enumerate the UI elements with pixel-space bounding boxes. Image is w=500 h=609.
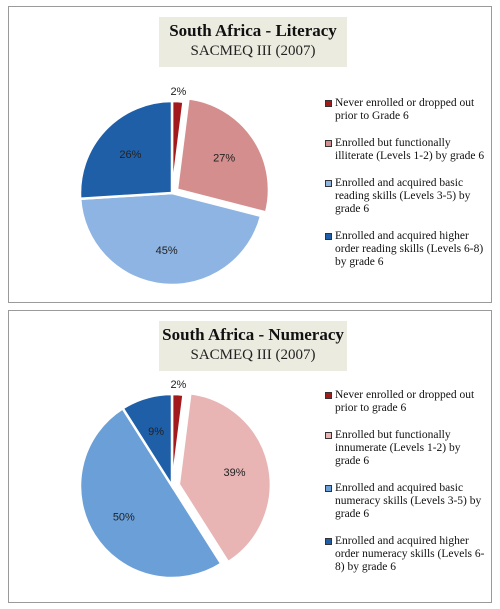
slice-percent-label: 50% <box>113 512 135 524</box>
legend-item: Enrolled and acquired higher order readi… <box>325 230 487 269</box>
legend-swatch <box>325 233 332 240</box>
slice-basic-skills <box>78 191 263 287</box>
slice-percent-label: 2% <box>170 379 186 391</box>
slice-basic-skills <box>78 406 224 580</box>
legend-item: Enrolled and acquired basic reading skil… <box>325 177 487 216</box>
legend-label: Enrolled but functionally innumerate (Le… <box>335 429 461 467</box>
numeracy-chart-panel: South Africa - Numeracy SACMEQ III (2007… <box>8 310 492 603</box>
legend-swatch <box>325 100 332 107</box>
slice-higher-order-skills <box>78 99 174 201</box>
numeracy-pie-chart: 2% 39% 50% 9% <box>78 379 273 580</box>
legend-label: Enrolled and acquired basic numeracy ski… <box>335 482 482 520</box>
slice-higher-order-skills <box>120 392 174 491</box>
literacy-chart-panel: South Africa - Literacy SACMEQ III (2007… <box>8 6 492 303</box>
legend-label: Enrolled and acquired higher order readi… <box>335 230 484 268</box>
legend-swatch <box>325 538 332 545</box>
legend-item: Enrolled and acquired basic numeracy ski… <box>325 482 487 521</box>
legend-swatch <box>325 392 332 399</box>
legend-label: Enrolled but functionally illiterate (Le… <box>335 137 485 162</box>
slice-functionally-limited <box>177 391 273 564</box>
slice-percent-label: 39% <box>223 467 245 479</box>
legend-item: Never enrolled or dropped out prior to g… <box>325 389 487 415</box>
slice-percent-label: 27% <box>213 153 235 165</box>
legend-item: Enrolled but functionally innumerate (Le… <box>325 429 487 468</box>
numeracy-title-box: South Africa - Numeracy SACMEQ III (2007… <box>159 321 347 371</box>
literacy-legend: Never enrolled or dropped out prior to G… <box>325 97 487 283</box>
numeracy-legend: Never enrolled or dropped out prior to g… <box>325 389 487 588</box>
legend-label: Never enrolled or dropped out prior to g… <box>335 389 475 414</box>
slice-percent-label: 2% <box>170 86 186 98</box>
numeracy-chart-subtitle: SACMEQ III (2007) <box>190 347 316 363</box>
literacy-pie-chart: 2% 27% 45% 26% <box>78 86 271 287</box>
legend-swatch <box>325 432 332 439</box>
literacy-chart-subtitle: SACMEQ III (2007) <box>190 43 316 59</box>
literacy-title-box: South Africa - Literacy SACMEQ III (2007… <box>159 17 347 67</box>
legend-item: Never enrolled or dropped out prior to G… <box>325 97 487 123</box>
legend-item: Enrolled and acquired higher order numer… <box>325 535 487 574</box>
numeracy-chart-title: South Africa - Numeracy <box>162 325 344 344</box>
legend-label: Never enrolled or dropped out prior to G… <box>335 97 475 122</box>
legend-label: Enrolled and acquired higher order numer… <box>335 535 485 573</box>
legend-swatch <box>325 485 332 492</box>
literacy-chart-title: South Africa - Literacy <box>169 21 337 40</box>
legend-swatch <box>325 180 332 187</box>
slice-percent-label: 9% <box>148 426 164 438</box>
slice-functionally-limited <box>175 96 271 215</box>
slice-percent-label: 45% <box>156 245 178 257</box>
legend-swatch <box>325 140 332 147</box>
legend-label: Enrolled and acquired basic reading skil… <box>335 177 471 215</box>
legend-item: Enrolled but functionally illiterate (Le… <box>325 137 487 163</box>
slice-percent-label: 26% <box>119 149 141 161</box>
